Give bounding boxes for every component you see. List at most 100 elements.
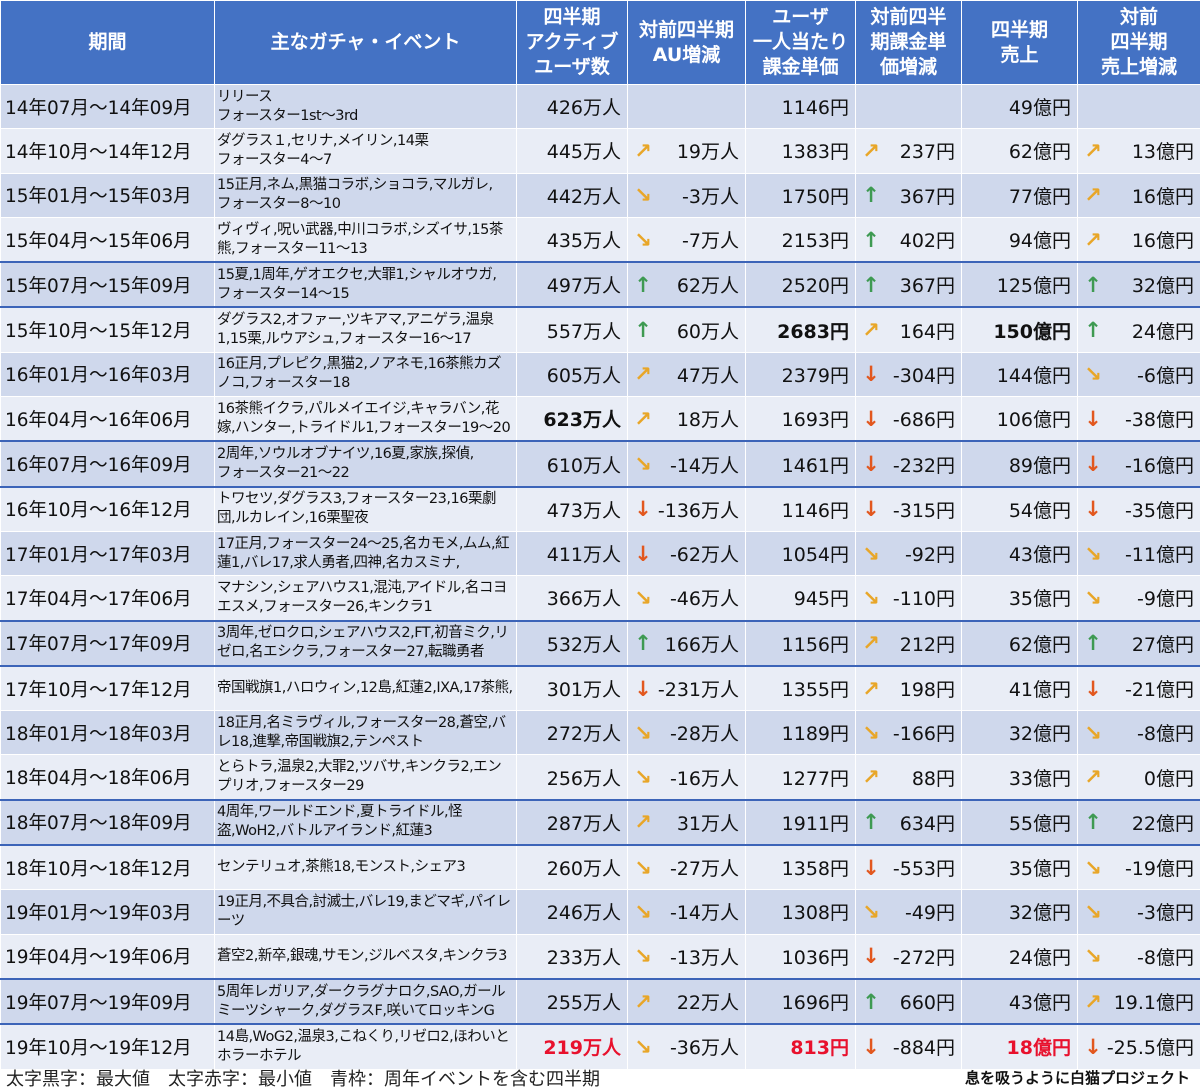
au-change-cell: ↗ 19万人 (627, 128, 746, 174)
au-change-cell: ↘ -27万人 (627, 844, 746, 891)
sales-change-cell: ↘ -3億円 (1077, 889, 1200, 935)
au-change-cell: ↘ -28万人 (627, 710, 746, 756)
au-change-cell: ↘ -7万人 (627, 216, 746, 263)
arppu-cell: 1308円 (745, 889, 856, 935)
arrow-down-right-icon: ↘ (862, 585, 880, 610)
events-cell: トワセツ,ダグラス3,フォースター23,16栗劇団,ルカレイン,16栗聖夜 (214, 486, 517, 532)
sales-cell: 89億円 (961, 440, 1078, 488)
sales-change-value: -21億円 (1124, 679, 1194, 701)
au-change-wrap: ↘ -46万人 (632, 584, 739, 611)
table-row: 19年10月～19年12月 14島,WoG2,温泉3,こねくり,リゼロ2,ほわいと… (0, 1023, 1200, 1070)
arppu-change-cell: ↘ -49円 (855, 889, 962, 935)
active-users-cell: 366万人 (516, 575, 628, 622)
au-change-value: 166万人 (664, 633, 739, 656)
table-row: 18年10月～18年12月 センテリュオ,茶熊18,モンスト,シェア3 260万人 ↘… (0, 844, 1200, 891)
arrow-up-right-icon: ↗ (1084, 227, 1102, 252)
events-cell: ヴィヴィ,呪い武器,中川コラボ,シズイサ,15茶熊,フォースター11～13 (214, 216, 517, 263)
arppu-cell: 1146円 (745, 83, 856, 130)
events-cell: 帝国戦旗1,ハロウィン,12島,紅蓮2,IXA,17茶熊, (214, 665, 517, 712)
arppu-change-wrap: ↓ -304円 (860, 361, 955, 388)
arppu-change-wrap: ↑ 634円 (860, 809, 955, 836)
arppu-change-value: -92円 (904, 544, 955, 567)
arrow-down-right-icon: ↘ (1084, 720, 1102, 745)
active-users-cell: 246万人 (516, 889, 628, 935)
period-cell: 19年04月～19年06月 (0, 933, 215, 980)
sales-change-wrap: ↘ -8億円 (1082, 719, 1194, 746)
arppu-change-wrap: ↓ -884円 (860, 1033, 955, 1060)
sales-change-wrap: ↓ -21億円 (1082, 675, 1194, 702)
sales-change-wrap: ↗ 16億円 (1082, 226, 1194, 253)
sales-cell: 32億円 (961, 710, 1078, 756)
au-change-wrap: ↘ -14万人 (632, 898, 739, 925)
period-cell: 15年10月～15年12月 (0, 306, 215, 353)
table-row: 16年07月～16年09月 2周年,ソウルオブナイツ,16夏,家族,探偵, フォー… (0, 440, 1200, 488)
sales-change-cell: ↘ -9億円 (1077, 575, 1200, 622)
arrow-up-right-icon: ↗ (1084, 183, 1102, 208)
arppu-cell: 1461円 (745, 440, 856, 488)
events-cell: 15夏,1周年,ゲオエクセ,大罪1,シャルオウガ, フォースター14～15 (214, 261, 517, 309)
au-change-value: 19万人 (676, 141, 739, 164)
table-row: 15年01月～15年03月 15正月,ネム,黒猫コラボ,ショコラ,マルガレ, フォ… (0, 172, 1200, 218)
arrow-down-icon: ↓ (862, 497, 880, 522)
sales-change-cell: ↓ -25.5億円 (1077, 1023, 1200, 1070)
au-change-wrap: ↘ -16万人 (632, 764, 739, 791)
sales-change-wrap: ↑ 24億円 (1082, 317, 1194, 344)
arppu-cell: 1355円 (745, 665, 856, 712)
sales-change-value: 27億円 (1131, 633, 1194, 656)
au-change-wrap: ↗ 31万人 (632, 809, 739, 836)
au-change-wrap: ↘ -27万人 (632, 854, 739, 881)
events-cell: 18正月,名ミラヴィル,フォースター28,蒼空,バレ18,進撃,帝国戦旗2,テン… (214, 710, 517, 756)
arrow-down-right-icon: ↘ (634, 183, 652, 208)
arppu-change-value: -166円 (892, 723, 955, 746)
sales-change-cell: ↗ 16億円 (1077, 172, 1200, 218)
arrow-down-right-icon: ↘ (862, 899, 880, 924)
arppu-change-value: -110円 (892, 588, 955, 611)
au-change-wrap: ↓ -231万人 (632, 675, 739, 702)
arppu-change-cell: ↑ 660円 (855, 977, 962, 1026)
arppu-change-value: 164円 (899, 320, 955, 343)
arrow-down-icon: ↓ (862, 855, 880, 880)
period-cell: 17年10月～17年12月 (0, 665, 215, 712)
sales-change-value: 19.1億円 (1113, 992, 1194, 1015)
table-row: 14年07月～14年09月 リリース フォースター1st～3rd 426万人 1146… (0, 83, 1200, 130)
arppu-cell: 1036円 (745, 933, 856, 980)
arppu-cell: 1146円 (745, 486, 856, 532)
arrow-down-right-icon: ↘ (634, 855, 652, 880)
arrow-down-icon: ↓ (862, 1034, 880, 1059)
sales-change-value: 32億円 (1131, 275, 1194, 298)
active-users-cell: 219万人 (516, 1023, 628, 1070)
au-change-wrap: ↑ 62万人 (632, 271, 739, 298)
active-users-cell: 233万人 (516, 933, 628, 980)
sales-cell: 35億円 (961, 575, 1078, 622)
sales-change-value: 24億円 (1131, 320, 1194, 343)
table-row: 19年01月～19年03月 19正月,不具合,討滅士,バレ19,まどマギ,パイレー… (0, 889, 1200, 935)
events-cell: 16正月,プレピク,黒猫2,ノアネモ,16茶熊カズノコ,フォースター18 (214, 351, 517, 398)
sales-change-cell: ↑ 22億円 (1077, 798, 1200, 847)
arrow-up-right-icon: ↗ (634, 406, 652, 431)
arrow-up-right-icon: ↗ (634, 989, 652, 1014)
table-row: 18年01月～18年03月 18正月,名ミラヴィル,フォースター28,蒼空,バレ1… (0, 710, 1200, 756)
au-change-wrap: ↘ -14万人 (632, 451, 739, 478)
arppu-change-wrap: ↘ -110円 (860, 584, 955, 611)
sales-change-cell: ↑ 24億円 (1077, 306, 1200, 353)
sales-cell: 106億円 (961, 396, 1078, 442)
sales-change-wrap: ↓ -25.5億円 (1082, 1033, 1194, 1060)
period-cell: 18年01月～18年03月 (0, 710, 215, 756)
active-users-cell: 605万人 (516, 351, 628, 398)
arppu-cell: 1277円 (745, 754, 856, 801)
sales-change-cell: ↗ 19.1億円 (1077, 977, 1200, 1026)
sales-cell: 94億円 (961, 216, 1078, 263)
events-cell: 5周年レガリア,ダークラグナロク,SAO,ガールミーツシャーク,ダグラスF,咲い… (214, 977, 517, 1026)
sales-change-wrap: ↘ -3億円 (1082, 898, 1194, 925)
sales-change-cell: ↘ -8億円 (1077, 710, 1200, 756)
table-row: 16年04月～16年06月 16茶熊イクラ,パルメイエイジ,キャラバン,花嫁,ハン… (0, 396, 1200, 442)
arppu-cell: 2520円 (745, 261, 856, 309)
sales-change-value: -11億円 (1124, 544, 1194, 567)
events-cell: センテリュオ,茶熊18,モンスト,シェア3 (214, 844, 517, 891)
arppu-change-cell: ↗ 212円 (855, 619, 962, 667)
sales-change-value: 22億円 (1131, 812, 1194, 835)
sales-change-value: -16億円 (1124, 454, 1194, 477)
arrow-up-icon: ↑ (1084, 810, 1102, 835)
sales-change-value: -25.5億円 (1106, 1037, 1194, 1060)
arppu-change-value: 402円 (899, 230, 955, 253)
